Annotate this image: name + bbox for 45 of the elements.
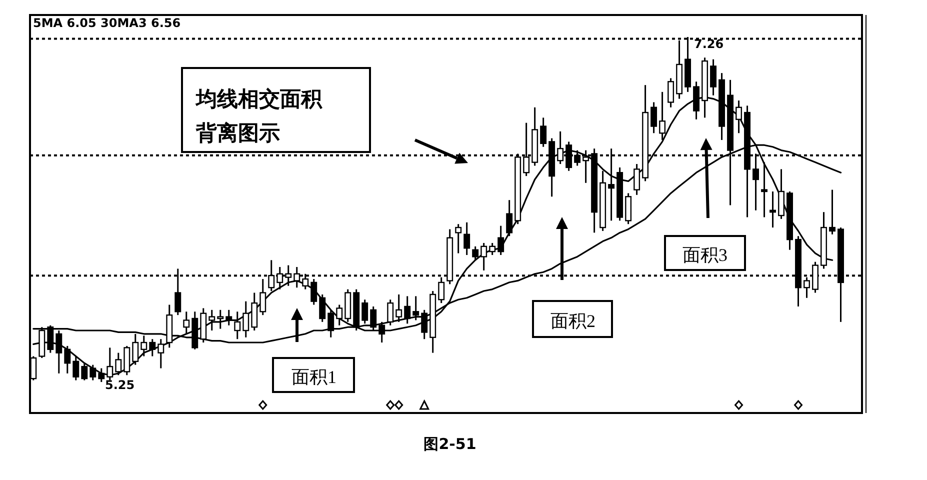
candlestick (362, 298, 368, 324)
candlestick (310, 278, 318, 306)
candlestick (336, 304, 343, 326)
candlestick (455, 223, 462, 254)
candlestick (472, 246, 479, 261)
candlestick (506, 199, 513, 237)
candlestick (149, 338, 156, 358)
annotation: 面积3 (682, 245, 728, 265)
candlestick (498, 225, 504, 256)
candlestick (770, 190, 776, 228)
candlestick (540, 116, 547, 148)
candlestick (761, 162, 768, 218)
caption: 图2-51 (424, 435, 476, 453)
candlestick (226, 309, 232, 326)
candlestick (710, 58, 717, 96)
annotation: 5.25 (105, 378, 135, 392)
text: 5MA 6.05 30MA3 6.56 (33, 16, 181, 30)
candlestick (208, 309, 216, 332)
candlestick (668, 77, 674, 108)
candlestick (634, 163, 640, 196)
annotation: 7.26 (694, 37, 724, 51)
candlestick (234, 310, 241, 340)
candlestick (464, 222, 470, 256)
candlestick (370, 306, 377, 332)
candlestick (328, 309, 334, 338)
candlestick (260, 278, 266, 316)
candlestick (158, 338, 164, 370)
candlestick (736, 100, 742, 134)
annotation: 均线相交面积 (195, 87, 323, 111)
annotation: 面积2 (550, 311, 596, 331)
annotation: 面积1 (292, 367, 336, 387)
candlestick (319, 294, 326, 323)
candlestick (412, 295, 420, 321)
candlestick (650, 101, 658, 134)
candlestick (489, 242, 496, 256)
candlestick (183, 310, 190, 335)
annotation: 背离图示 (195, 121, 280, 145)
candlestick (217, 309, 224, 330)
candlestick (242, 300, 250, 338)
candlestick (387, 298, 394, 326)
candlestick (480, 242, 488, 272)
candlestick (396, 294, 402, 323)
candlestick (404, 295, 411, 324)
candlestick (829, 189, 836, 236)
candlestick (421, 309, 428, 340)
